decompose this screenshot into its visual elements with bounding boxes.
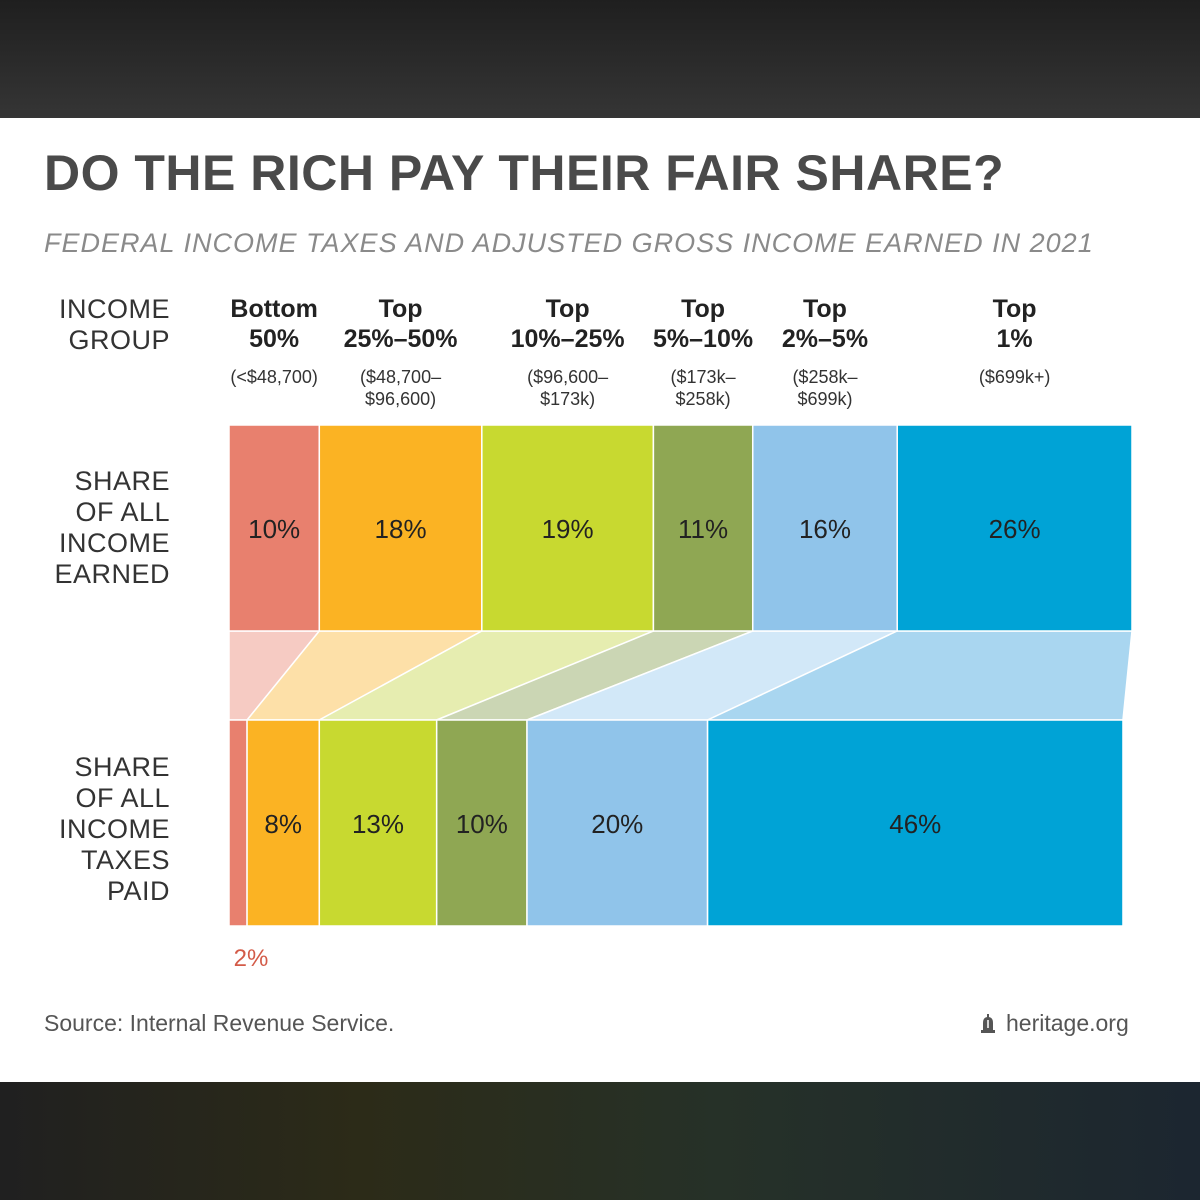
group-name-4: Top 2%–5% — [781, 295, 869, 353]
row-label-income-earned: SHARE OF ALL INCOME EARNED — [54, 466, 170, 589]
income-earned-data-label-1: 18% — [375, 514, 427, 544]
brand-credit: heritage.org — [978, 1010, 1129, 1037]
source-note: Source: Internal Revenue Service. — [44, 1010, 395, 1036]
income-earned-bar-2 — [481, 424, 655, 632]
taxes-paid-data-label-2: 13% — [352, 809, 404, 839]
taxes-paid-bar-4 — [526, 719, 709, 927]
row-label-taxes-paid: SHARE OF ALL INCOME TAXES PAID — [59, 752, 170, 906]
income-earned-bar-4 — [751, 424, 898, 632]
income-earned-bar-1 — [318, 424, 483, 632]
group-name-0: Bottom 50% — [230, 295, 318, 353]
income-earned-data-label-0: 10% — [248, 514, 300, 544]
taxes-paid-data-label-0: 2% — [234, 945, 269, 972]
group-range-4: ($258k– $699k) — [792, 367, 858, 409]
group-name-3: Top 5%–10% — [653, 295, 754, 353]
income-earned-data-label-3: 11% — [678, 514, 728, 544]
group-name-1: Top 25%–50% — [343, 295, 458, 353]
chart-title: DO THE RICH PAY THEIR FAIR SHARE? — [44, 145, 1005, 201]
taxes-paid-data-label-5: 46% — [889, 809, 941, 839]
income-earned-bar-5 — [896, 424, 1133, 632]
group-range-0: (<$48,700) — [230, 367, 318, 387]
income-earned-data-label-2: 19% — [542, 514, 594, 544]
taxes-paid-data-label-1: 8% — [264, 809, 302, 839]
group-name-2: Top 10%–25% — [510, 295, 625, 353]
taxes-paid-bar-1 — [246, 719, 321, 927]
income-earned-data-label-4: 16% — [799, 514, 851, 544]
brand-url: heritage.org — [1006, 1010, 1129, 1036]
income-earned-bar-3 — [652, 424, 754, 632]
taxes-paid-bar-3 — [435, 719, 528, 927]
income-earned-data-label-5: 26% — [989, 514, 1041, 544]
group-name-5: Top 1% — [992, 295, 1037, 353]
taxes-paid-bar-0 — [228, 719, 248, 927]
chart-subtitle: FEDERAL INCOME TAXES AND ADJUSTED GROSS … — [44, 228, 1094, 258]
bottom-background-band — [0, 1082, 1200, 1200]
group-range-1: ($48,700– $96,600) — [360, 367, 442, 409]
taxes-paid-bar-5 — [706, 719, 1124, 927]
taxes-paid-data-label-3: 10% — [456, 809, 508, 839]
taxes-paid-data-label-4: 20% — [591, 809, 643, 839]
group-range-2: ($96,600– $173k) — [527, 367, 609, 409]
group-range-3: ($173k– $258k) — [670, 367, 736, 409]
income-group-label: INCOME GROUP — [59, 294, 170, 355]
taxes-paid-bar-2 — [318, 719, 438, 927]
top-background-band — [0, 0, 1200, 118]
group-range-5: ($699k+) — [978, 367, 1051, 387]
liberty-bell-icon — [981, 1013, 995, 1033]
